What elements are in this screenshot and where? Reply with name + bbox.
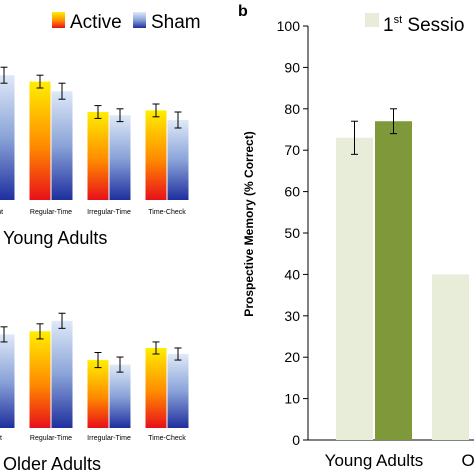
x-tick-label: Regular-Time <box>30 209 72 216</box>
group-label-older: Older Adults <box>3 454 101 474</box>
error-bar-sham-irregular-time <box>116 108 124 123</box>
bar-active-irregular-time <box>87 112 109 200</box>
group-label-young: Young Adults <box>3 228 107 248</box>
bar-active-irregular-time <box>87 360 109 428</box>
chart-panel-b: 0 10 20 30 40 50 60 70 80 90 100 Young Adults Ol <box>277 18 474 470</box>
legend-swatch-session1 <box>365 13 379 27</box>
chart-young-adults: -Event Regular-Time Irregular-Time Time-Che… <box>0 66 189 216</box>
x-tick-label: Irregular-Time <box>87 209 131 216</box>
error-bar-session2-young-adults <box>390 108 397 135</box>
error-bar-sham-time-check <box>174 347 182 361</box>
y-tick-label: 100 <box>277 18 301 34</box>
bar-sham-time-check <box>167 120 189 200</box>
legend-swatch-active <box>52 12 65 28</box>
y-tick-label: 60 <box>284 184 300 200</box>
y-tick-label: 70 <box>284 142 300 158</box>
bar-session2-young-adults <box>375 121 412 440</box>
x-category-label: Young Adults <box>325 451 424 470</box>
y-tick-label: 40 <box>284 266 300 282</box>
y-tick-label: 20 <box>284 349 300 365</box>
bar-active-time-check <box>145 110 167 200</box>
x-tick-label: Time-Check <box>148 209 186 216</box>
error-bar-sham-regular-time <box>58 82 66 100</box>
y-tick-label: 90 <box>284 59 300 75</box>
bar-active-regular-time <box>29 81 51 200</box>
error-bar-sham-time-event <box>0 326 8 343</box>
error-bar-sham-irregular-time <box>116 356 124 373</box>
bar-session1-young-adults <box>336 137 373 440</box>
error-bar-active-time-check <box>152 341 160 355</box>
legend-swatch-sham <box>133 12 146 28</box>
error-bar-active-irregular-time <box>94 105 102 119</box>
legend-label-active: Active <box>70 12 122 33</box>
bar-sham-time-check <box>167 354 189 428</box>
legend-label-session1: 1st Sessio <box>383 14 464 36</box>
error-bar-session1-young-adults <box>351 120 358 155</box>
legend-label-session1-text: Sessio <box>407 15 464 36</box>
panel-b-label: b <box>238 3 248 20</box>
bar-sham-irregular-time <box>109 115 131 200</box>
error-bar-sham-time-check <box>174 111 182 129</box>
x-category-label: Ol <box>462 451 474 470</box>
y-axis-title: Prospective Memory (% Correct) <box>242 131 256 316</box>
error-bar-active-regular-time <box>36 323 44 340</box>
chart-older-adults: Event Regular-Time Irregular-Time Time-Chec… <box>0 312 189 442</box>
error-bar-sham-time-event <box>0 66 8 84</box>
bar-sham-time-event <box>0 75 15 200</box>
y-tick-label: 0 <box>292 432 300 448</box>
error-bar-active-irregular-time <box>94 352 102 369</box>
x-tick-label: Time-Check <box>148 435 186 442</box>
x-tick-label: Event <box>0 435 2 442</box>
y-tick-label: 80 <box>284 101 300 117</box>
y-tick-label: 30 <box>284 308 300 324</box>
bar-sham-time-event <box>0 334 15 428</box>
error-bar-active-regular-time <box>36 74 44 89</box>
y-tick-label: 50 <box>284 225 300 241</box>
x-tick-label: Irregular-Time <box>87 435 131 442</box>
bar-sham-regular-time <box>51 91 73 200</box>
error-bar-sham-regular-time <box>58 312 66 329</box>
legend-b: 1st Sessio <box>365 13 464 36</box>
bar-session1-older-adults <box>432 274 469 440</box>
bar-sham-regular-time <box>51 320 73 428</box>
y-tick-label: 10 <box>284 391 300 407</box>
x-tick-label: -Event <box>0 209 3 216</box>
bar-sham-irregular-time <box>109 364 131 428</box>
error-bar-active-time-check <box>152 103 160 118</box>
legend: Active Sham <box>52 12 201 33</box>
legend-label-sham: Sham <box>151 12 201 33</box>
bar-active-time-check <box>145 347 167 428</box>
bar-active-regular-time <box>29 331 51 428</box>
x-tick-label: Regular-Time <box>30 435 72 442</box>
